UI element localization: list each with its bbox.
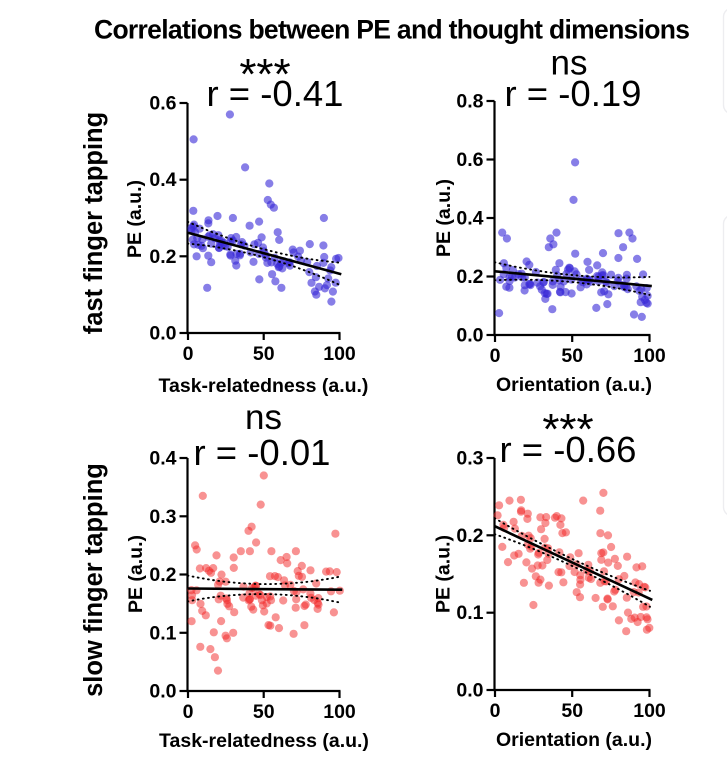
svg-text:0.2: 0.2: [456, 525, 483, 547]
svg-text:0.6: 0.6: [456, 149, 483, 171]
svg-text:0.4: 0.4: [149, 448, 176, 470]
svg-text:***: ***: [542, 405, 593, 454]
svg-text:Task-relatedness (a.u.): Task-relatedness (a.u.): [159, 375, 369, 397]
svg-text:0.0: 0.0: [149, 681, 176, 703]
svg-text:r = -0.19: r = -0.19: [505, 73, 642, 114]
svg-text:ns: ns: [551, 44, 588, 83]
svg-text:0.2: 0.2: [149, 246, 176, 268]
svg-text:Correlations between PE and th: Correlations between PE and thought dime…: [94, 15, 690, 45]
svg-text:ns: ns: [245, 398, 282, 437]
svg-text:0.0: 0.0: [456, 680, 483, 702]
svg-text:0.3: 0.3: [149, 506, 176, 528]
svg-text:PE (a.u.): PE (a.u.): [125, 535, 147, 613]
svg-text:0: 0: [490, 345, 501, 367]
svg-text:0.2: 0.2: [149, 564, 176, 586]
svg-text:slow finger tapping: slow finger tapping: [80, 463, 108, 697]
svg-text:50: 50: [253, 343, 275, 365]
svg-text:PE (a.u.): PE (a.u.): [124, 180, 146, 258]
svg-text:fast finger tapping: fast finger tapping: [80, 112, 108, 334]
svg-text:***: ***: [239, 50, 290, 99]
svg-text:100: 100: [323, 701, 356, 723]
svg-text:0.6: 0.6: [149, 93, 176, 115]
svg-text:0.4: 0.4: [456, 208, 483, 230]
svg-text:Orientation (a.u.): Orientation (a.u.): [496, 729, 652, 751]
svg-text:0.1: 0.1: [456, 602, 483, 624]
svg-text:0.2: 0.2: [456, 266, 483, 288]
svg-text:100: 100: [633, 345, 666, 367]
svg-text:0: 0: [183, 343, 194, 365]
svg-text:0: 0: [490, 700, 501, 722]
svg-text:PE (a.u.): PE (a.u.): [433, 535, 455, 613]
svg-text:100: 100: [323, 343, 356, 365]
svg-text:0.0: 0.0: [149, 323, 176, 345]
svg-text:0: 0: [183, 701, 194, 723]
svg-text:r = -0.41: r = -0.41: [207, 73, 344, 114]
svg-text:0.3: 0.3: [456, 448, 483, 470]
svg-text:r = -0.66: r = -0.66: [500, 429, 637, 470]
svg-text:0.0: 0.0: [456, 325, 483, 347]
svg-text:Orientation (a.u.): Orientation (a.u.): [496, 374, 652, 396]
svg-text:0.8: 0.8: [456, 91, 483, 113]
svg-text:50: 50: [561, 345, 583, 367]
svg-text:PE (a.u.): PE (a.u.): [433, 179, 455, 257]
svg-text:50: 50: [561, 700, 583, 722]
svg-text:Task-relatedness (a.u.): Task-relatedness (a.u.): [159, 730, 369, 752]
svg-text:r = -0.01: r = -0.01: [194, 432, 331, 473]
svg-text:0.1: 0.1: [149, 622, 176, 644]
svg-text:50: 50: [253, 701, 275, 723]
svg-text:0.4: 0.4: [149, 169, 176, 191]
svg-text:100: 100: [633, 700, 666, 722]
